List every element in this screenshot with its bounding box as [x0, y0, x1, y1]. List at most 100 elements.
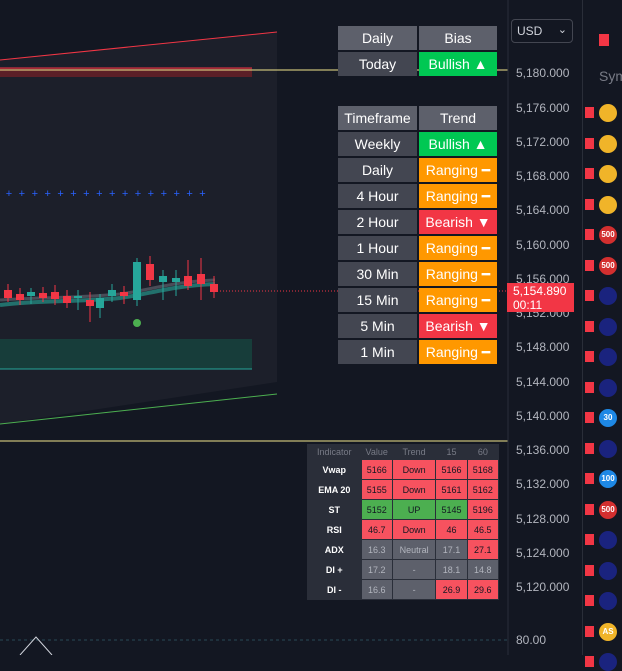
- candle-body: [27, 292, 35, 296]
- watchlist-symbol-icon[interactable]: 500: [599, 256, 617, 275]
- candle-body: [210, 284, 218, 292]
- candle-body: [133, 262, 141, 300]
- watchlist-panel[interactable]: Sym 500 500 30 100 500 AS: [582, 0, 622, 671]
- lower-trendline[interactable]: [0, 393, 278, 425]
- gold-icon[interactable]: [599, 134, 617, 153]
- watchlist-flag-icon[interactable]: [585, 137, 594, 149]
- price-scale-label: 5,140.000: [516, 409, 570, 423]
- blue-marker-row: + + + + + + + + + + + + + + + +: [6, 188, 206, 200]
- watchlist-flag-icon[interactable]: [585, 656, 594, 667]
- indicator-cell: 46.5: [467, 520, 498, 539]
- watchlist-flag-icon[interactable]: [585, 351, 594, 362]
- bias-table: Daily Bias Today Bullish ▲: [336, 24, 499, 78]
- candle-body: [146, 264, 154, 280]
- price-scale-label: 5,148.000: [516, 340, 570, 354]
- bias-row-label: Today: [338, 52, 417, 76]
- indicator-row: EMA 20 5155 Down 5161 5162: [308, 480, 498, 499]
- watchlist-flag-icon[interactable]: [585, 595, 594, 606]
- blue-plus-marker: +: [122, 188, 128, 200]
- au-flag-icon[interactable]: [599, 348, 617, 366]
- indicator-cell: 26.9: [436, 580, 467, 599]
- resistance-zone[interactable]: [0, 68, 252, 77]
- trend-row-timeframe: Weekly: [338, 132, 417, 156]
- trend-row: 15 Min Ranging ━: [338, 288, 497, 312]
- trend-header-trend: Trend: [419, 106, 497, 130]
- indicator-row: DI +17.2-18.1 14.8: [308, 560, 498, 579]
- trend-row: 30 Min Ranging ━: [338, 262, 497, 286]
- price-scale-label: 5,172.000: [516, 135, 570, 149]
- indicator-row: ADX 16.3 Neutral 17.1 27.1: [308, 540, 498, 559]
- au-flag-icon[interactable]: [599, 531, 617, 549]
- uk-flag-icon[interactable]: [599, 287, 617, 305]
- indicator-cell: 17.1: [436, 540, 467, 559]
- watchlist-flag-icon[interactable]: [585, 229, 594, 240]
- support-zone[interactable]: [0, 339, 252, 369]
- watchlist-flag-icon[interactable]: [585, 473, 594, 484]
- au-flag-icon[interactable]: [599, 317, 617, 336]
- blue-plus-marker: +: [19, 188, 25, 200]
- indicator-cell: 5155: [361, 480, 392, 499]
- price-chart[interactable]: + + + + + + + + + + + + + + + +: [0, 0, 622, 655]
- price-scale-label: 5,176.000: [516, 101, 570, 115]
- watchlist-flag-icon[interactable]: [585, 320, 594, 332]
- au-flag-icon[interactable]: [599, 592, 617, 610]
- watchlist-flag-icon[interactable]: [585, 442, 594, 454]
- ind-header-value: Value: [361, 445, 392, 459]
- watchlist-flag-icon[interactable]: [585, 198, 594, 210]
- au-flag-icon[interactable]: [599, 653, 617, 671]
- trend-row: 1 Hour Ranging ━: [338, 236, 497, 260]
- blue-plus-marker: +: [173, 188, 179, 200]
- gold-icon[interactable]: [599, 104, 617, 122]
- indicator-name: DI +: [308, 560, 361, 579]
- indicator-cell: Down: [392, 520, 436, 539]
- indicator-cell: 16.6: [361, 580, 392, 599]
- gold-icon[interactable]: [599, 195, 617, 214]
- currency-value: USD: [517, 24, 543, 38]
- watchlist-symbol-icon[interactable]: 100: [599, 470, 617, 488]
- indicator-cell: 5162: [467, 480, 498, 499]
- watchlist-flag-icon[interactable]: [585, 290, 594, 301]
- watchlist-flag-icon[interactable]: [585, 625, 594, 637]
- current-price-label: 5,154.890 00:11: [507, 283, 574, 312]
- candle-body: [74, 296, 82, 298]
- gold-icon[interactable]: [599, 165, 617, 183]
- watchlist-symbol-icon[interactable]: 500: [599, 500, 617, 519]
- watchlist-flag-icon[interactable]: [585, 412, 594, 423]
- candle-body: [16, 294, 24, 300]
- watchlist-symbol-icon[interactable]: AS: [599, 622, 617, 641]
- upper-trendline[interactable]: [0, 31, 278, 61]
- watchlist-symbol-header[interactable]: Sym: [599, 68, 622, 84]
- indicator-name: Vwap: [308, 460, 361, 479]
- bias-row-value: Bullish ▲: [419, 52, 497, 76]
- watchlist-flag-icon[interactable]: [585, 503, 594, 515]
- watchlist-flag-icon[interactable]: [585, 381, 594, 393]
- trend-row-value: Ranging ━: [419, 158, 497, 182]
- trend-row-value: Ranging ━: [419, 262, 497, 286]
- watchlist-flag-icon[interactable]: [585, 168, 594, 179]
- flag-icon[interactable]: [599, 34, 609, 46]
- price-scale-label: 5,124.000: [516, 546, 570, 560]
- trend-row-timeframe: 1 Min: [338, 340, 417, 364]
- currency-selector[interactable]: USD ⌄: [511, 19, 573, 43]
- watchlist-symbol-icon[interactable]: 30: [599, 409, 617, 427]
- candle-body: [51, 292, 59, 299]
- bar-countdown: 00:11: [513, 298, 543, 312]
- au-flag-icon[interactable]: [599, 439, 617, 458]
- watchlist-symbol-icon[interactable]: 500: [599, 226, 617, 244]
- indicator-cell: 5145: [436, 500, 467, 519]
- indicator-cell: -: [392, 580, 436, 599]
- blue-plus-marker: +: [109, 188, 115, 200]
- au-flag-icon[interactable]: [599, 561, 617, 580]
- watchlist-flag-icon[interactable]: [585, 259, 594, 271]
- indicator-name: RSI: [308, 520, 361, 539]
- price-scale-label: 5,128.000: [516, 512, 570, 526]
- ind-header-trend: Trend: [392, 445, 436, 459]
- watchlist-flag-icon[interactable]: [585, 564, 594, 576]
- au-flag-icon[interactable]: [599, 378, 617, 397]
- watchlist-flag-icon[interactable]: [585, 107, 594, 118]
- candle-body: [172, 278, 180, 282]
- watchlist-flag-icon[interactable]: [585, 534, 594, 545]
- blue-plus-marker: +: [161, 188, 167, 200]
- ind-header-60: 60: [467, 445, 498, 459]
- channel-shade: [0, 32, 277, 424]
